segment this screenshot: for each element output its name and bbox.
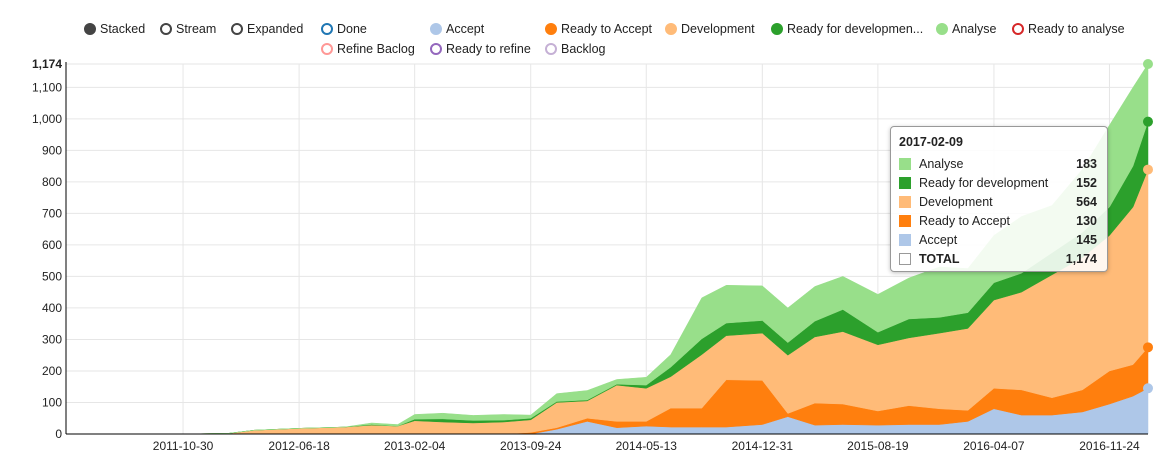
x-axis: 2011-10-30 2012-06-18 2013-02-04 2013-09-24… (66, 433, 1148, 453)
hover-marker (1143, 116, 1153, 127)
hover-marker (1143, 342, 1153, 353)
legend-item[interactable]: Stream (160, 20, 216, 38)
legend-dot-icon (936, 23, 948, 35)
legend-dot-icon (665, 23, 677, 35)
legend-dot-icon (321, 23, 333, 35)
tooltip-series-name: TOTAL (919, 251, 960, 266)
tooltip-series-value: 145 (1076, 232, 1097, 247)
x-tick-label: 2014-12-31 (732, 439, 794, 453)
legend-item[interactable]: Ready for developmen... (771, 20, 923, 38)
legend-item[interactable]: Analyse (936, 20, 996, 38)
x-tick-label: 2013-09-24 (500, 439, 562, 453)
tooltip-series-value: 564 (1076, 194, 1097, 209)
series-swatch-icon (899, 157, 911, 170)
x-tick-label: 2011-10-30 (153, 439, 214, 453)
legend-dot-icon (545, 43, 557, 55)
legend-label: Ready to Accept (561, 22, 653, 36)
tooltip-row: Analyse 183 (899, 154, 1097, 173)
series-swatch-icon (899, 176, 911, 189)
y-tick-label: 0 (55, 427, 62, 441)
legend-dot-icon (231, 23, 243, 35)
tooltip-row: Development 564 (899, 192, 1097, 211)
hover-marker (1143, 383, 1153, 394)
y-tick-label: 100 (42, 395, 62, 409)
legend-item[interactable]: Ready to Accept (545, 20, 652, 38)
tooltip-row: Ready to Accept 130 (899, 211, 1097, 230)
legend-label: Ready to analyse (1028, 22, 1125, 36)
legend-dot-icon (430, 23, 442, 35)
y-axis: 0 100 200 300 400 500 600 700 800 900 1,000 1,100 1,… (32, 57, 67, 441)
tooltip-series-name: Ready to Accept (919, 213, 1011, 228)
legend-label: Analyse (952, 22, 997, 36)
tooltip-date: 2017-02-09 (899, 135, 963, 149)
tooltip-series-value: 183 (1076, 156, 1097, 171)
legend-item[interactable]: Accept (430, 20, 484, 38)
series-swatch-icon (899, 233, 911, 246)
x-tick-label: 2013-02-04 (384, 439, 446, 453)
legend-label: Development (681, 22, 755, 36)
legend-label: Stacked (100, 22, 146, 36)
y-tick-label: 1,100 (32, 80, 62, 94)
legend-item[interactable]: Ready to refine (430, 40, 531, 58)
y-tick-label: 600 (42, 238, 62, 252)
tooltip-series-value: 130 (1076, 213, 1097, 228)
y-tick-label: 300 (42, 332, 62, 346)
legend-dot-icon (430, 43, 442, 55)
legend-dot-icon (321, 43, 333, 55)
y-tick-label: 1,174 (32, 57, 62, 71)
area-analyse (138, 63, 1149, 435)
series-swatch-icon (899, 252, 911, 265)
legend-item[interactable]: Development (665, 20, 755, 38)
series-markers (1143, 59, 1153, 394)
legend-item[interactable]: Done (321, 20, 367, 38)
y-tick-label: 900 (42, 143, 62, 157)
x-tick-label: 2015-08-19 (847, 439, 909, 453)
legend-label: Ready to refine (446, 42, 531, 56)
legend-dot-icon (545, 23, 557, 35)
legend-label: Stream (176, 22, 217, 36)
hover-marker (1143, 164, 1153, 175)
legend-dot-icon (1012, 23, 1024, 35)
legend-dot-icon (771, 23, 783, 35)
legend-label: Done (337, 22, 367, 36)
series-swatch-icon (899, 214, 911, 227)
y-tick-label: 400 (42, 301, 62, 315)
y-tick-label: 500 (42, 269, 62, 283)
x-tick-label: 2014-05-13 (616, 439, 678, 453)
y-tick-label: 200 (42, 364, 62, 378)
legend-label: Expanded (247, 22, 304, 36)
tooltip-series-name: Analyse (919, 156, 964, 171)
legend-label: Refine Baclog (337, 42, 415, 56)
legend-item[interactable]: Expanded (231, 20, 303, 38)
legend-item[interactable]: Ready to analyse (1012, 20, 1125, 38)
tooltip-series-name: Accept (919, 232, 958, 247)
tooltip-row: Ready for development 152 (899, 173, 1097, 192)
x-tick-label: 2016-11-24 (1079, 439, 1140, 453)
series-swatch-icon (899, 195, 911, 208)
legend-item[interactable]: Refine Baclog (321, 40, 415, 58)
tooltip-row: TOTAL 1,174 (899, 249, 1097, 268)
legend-label: Accept (446, 22, 485, 36)
tooltip-series-value: 1,174 (1065, 251, 1097, 266)
tooltip-series-name: Development (919, 194, 993, 209)
legend-item[interactable]: Backlog (545, 40, 605, 58)
legend-label: Ready for developmen... (787, 22, 924, 36)
legend-label: Backlog (561, 42, 606, 56)
legend-dot-icon (84, 23, 96, 35)
tooltip-row: Accept 145 (899, 230, 1097, 249)
y-tick-label: 700 (42, 206, 62, 220)
y-tick-label: 800 (42, 175, 62, 189)
legend: Stacked Stream Expanded Done Accept Ready to … (0, 0, 1167, 60)
x-tick-label: 2016-04-07 (963, 439, 1025, 453)
legend-dot-icon (160, 23, 172, 35)
tooltip-series-value: 152 (1076, 175, 1097, 190)
hover-tooltip: 2017-02-09 Analyse 183 Ready for developme… (890, 126, 1108, 272)
hover-marker (1143, 59, 1153, 69)
y-tick-label: 1,000 (32, 112, 62, 126)
legend-item[interactable]: Stacked (84, 20, 145, 38)
x-tick-label: 2012-06-18 (268, 439, 330, 453)
tooltip-series-name: Ready for development (919, 175, 1049, 190)
